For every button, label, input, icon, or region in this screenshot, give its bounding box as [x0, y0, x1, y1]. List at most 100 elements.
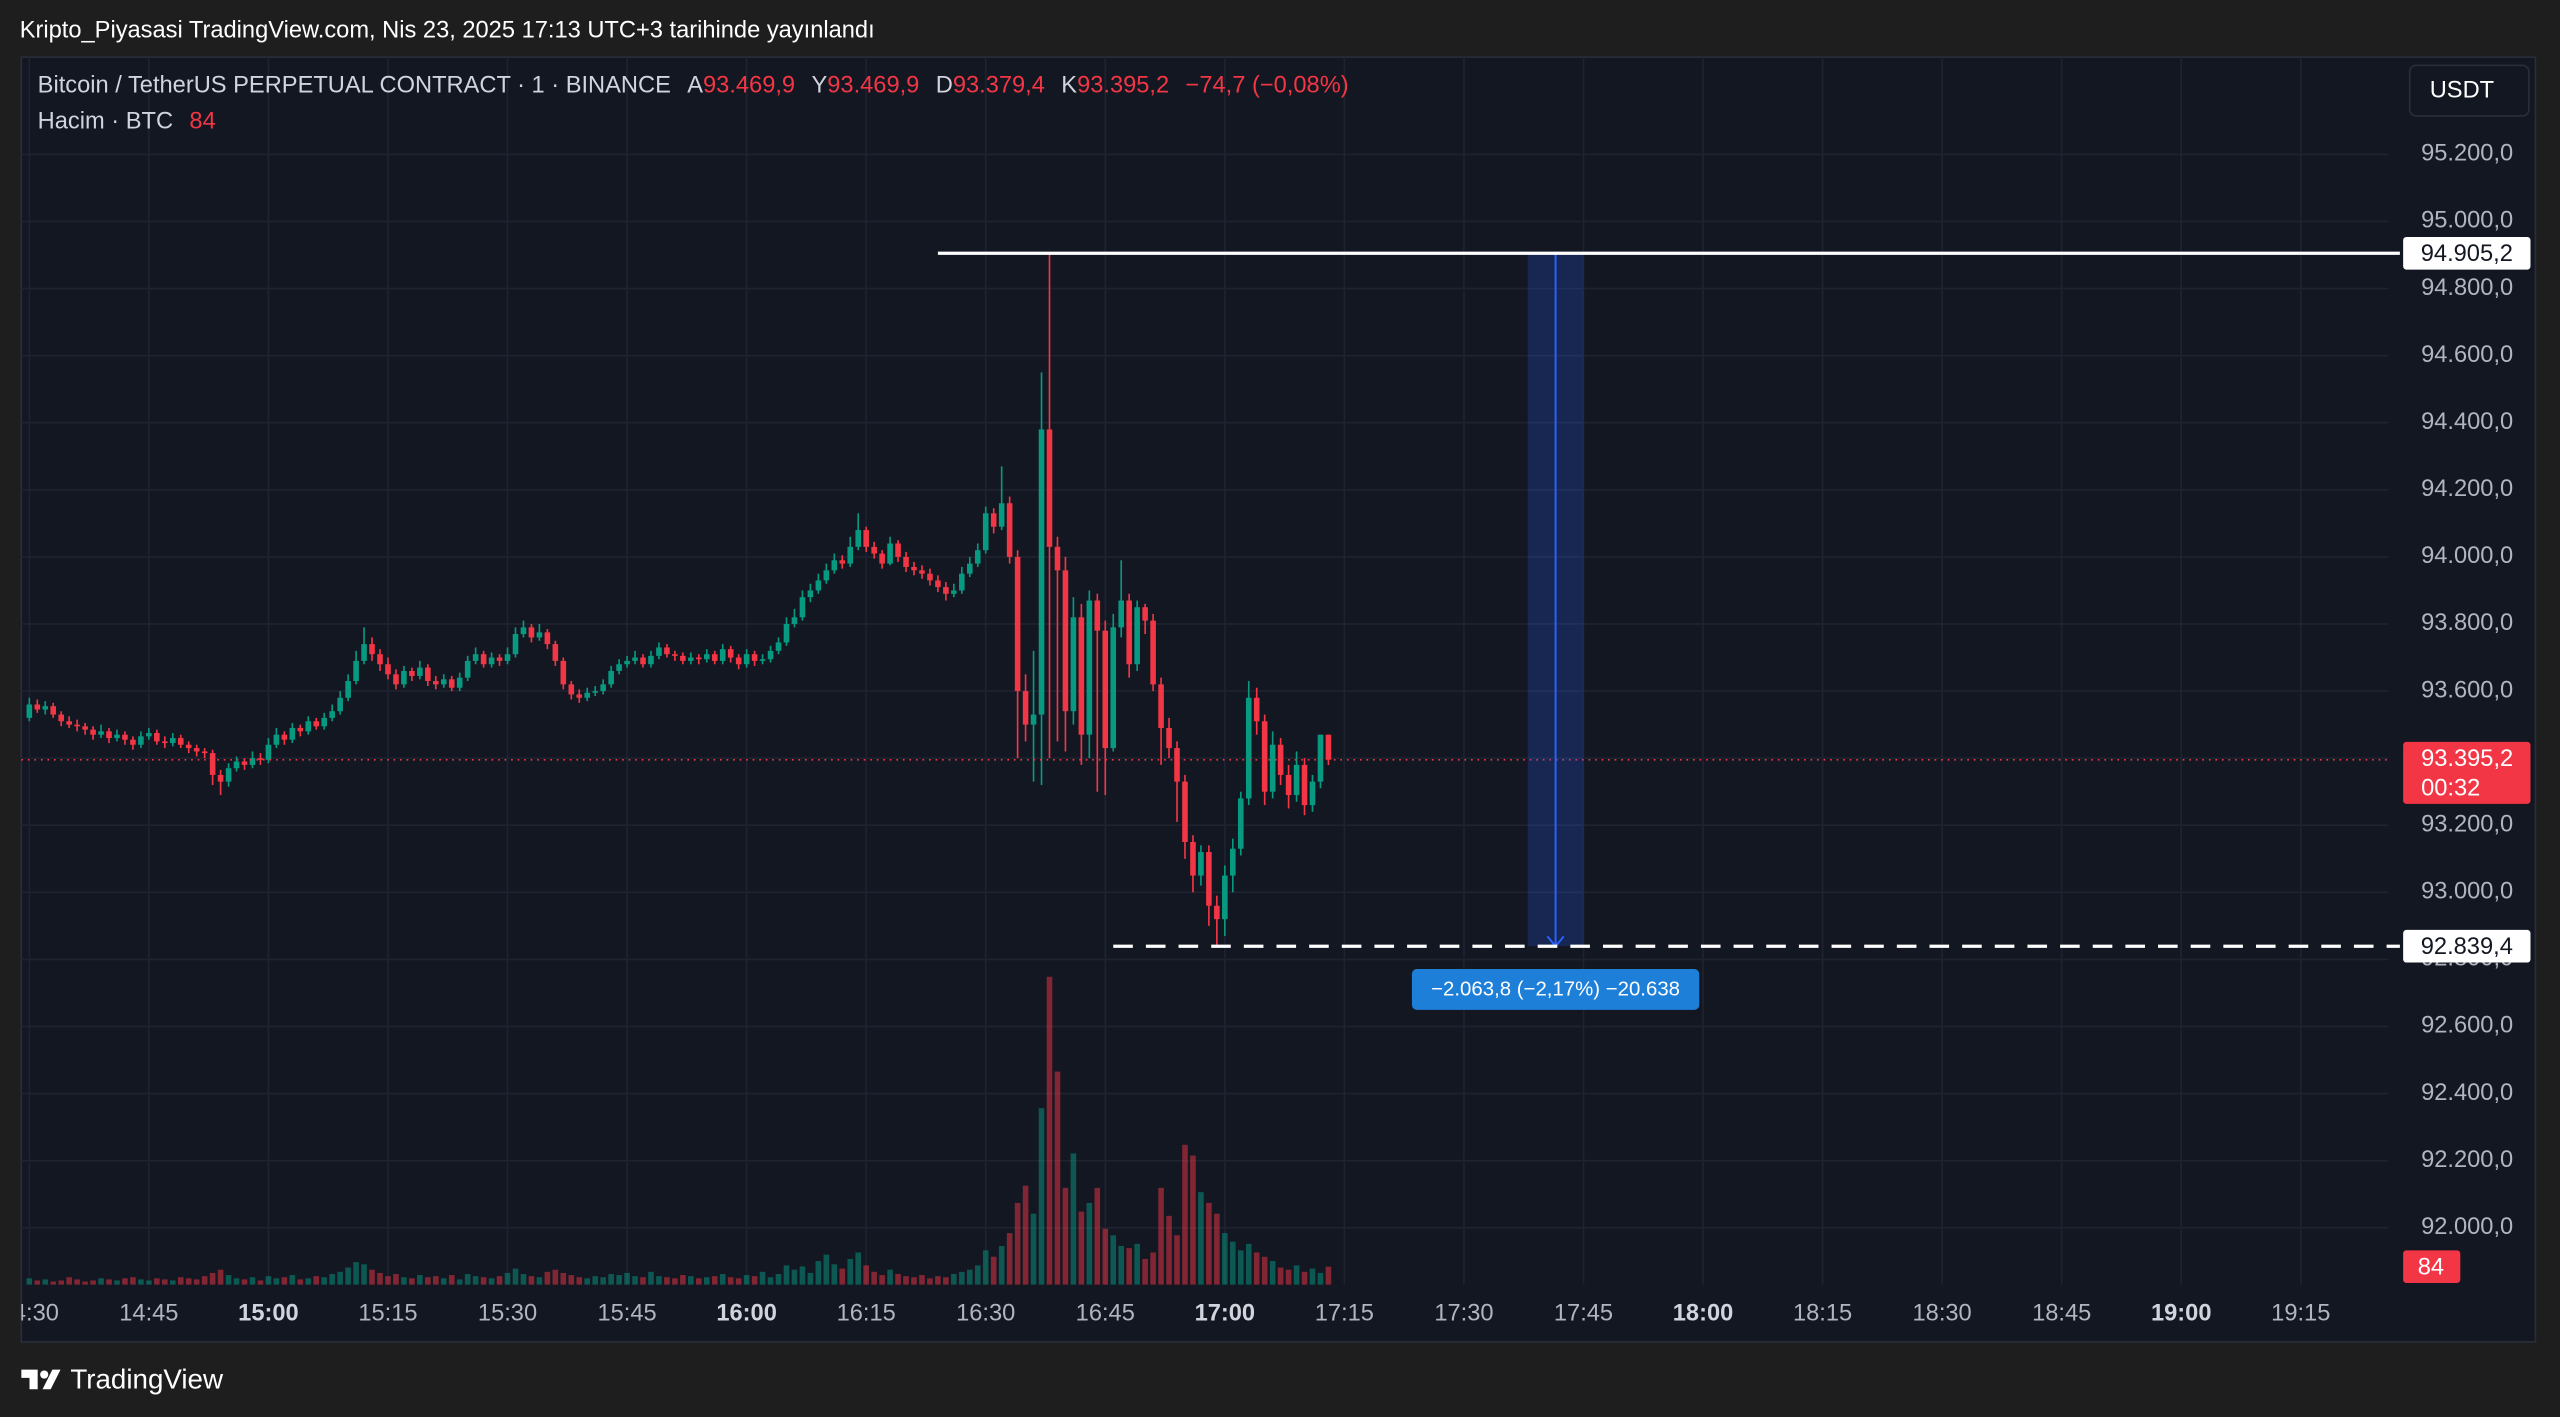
candle-body [448, 679, 455, 688]
candle-body [440, 679, 447, 685]
volume-bar [1134, 1243, 1140, 1285]
candle-body [648, 655, 654, 665]
candle-body [1198, 852, 1204, 876]
volume-bar [504, 1272, 511, 1285]
volume-bar [855, 1252, 861, 1285]
candle-body [735, 657, 742, 665]
volume-bar [209, 1272, 216, 1285]
volume-bar [1285, 1269, 1292, 1285]
volume-bar [122, 1278, 128, 1285]
volume-bar [791, 1269, 798, 1285]
candle-body [393, 674, 399, 685]
x-tick-label: 15:30 [478, 1300, 537, 1326]
candle-body [1078, 617, 1085, 735]
y-tick-label: 93.600,0 [2421, 677, 2513, 703]
candle-body [225, 768, 232, 782]
volume-bar [1301, 1271, 1308, 1285]
volume-bar [456, 1279, 463, 1285]
x-tick-label: 17:45 [1554, 1300, 1613, 1326]
candle-body [1269, 744, 1276, 792]
candle-body [1118, 600, 1125, 628]
ohlc-key: K [1061, 73, 1077, 99]
volume-bar [919, 1275, 925, 1285]
x-tick-label: 18:45 [2032, 1300, 2091, 1326]
candle-body [520, 627, 527, 635]
x-tick-label: 16:45 [1076, 1300, 1135, 1326]
time-axis: 14:30 14:45 15:00 15:15 15:30 15:45 16:00 16:15… [21, 1300, 2330, 1326]
candle-body [106, 731, 112, 739]
candle-body [297, 727, 304, 732]
logo-part [42, 1369, 61, 1390]
candle-body [177, 738, 184, 745]
candle-body [982, 513, 989, 551]
x-tick-label: 18:30 [1913, 1300, 1972, 1326]
x-tick-label: 16:00 [716, 1300, 777, 1326]
volume-bar [951, 1273, 957, 1285]
volume-bar [401, 1277, 407, 1285]
candle-body [185, 744, 192, 749]
volume-bar [735, 1278, 742, 1285]
y-tick-label: 92.600,0 [2421, 1013, 2513, 1039]
candle-body [146, 733, 152, 737]
candle-body [1014, 556, 1021, 692]
candle-body [951, 590, 957, 594]
candle-body [799, 597, 806, 618]
currency-button[interactable] [2408, 64, 2530, 117]
candle-body [377, 654, 383, 665]
candle-body [943, 587, 949, 594]
volume-bar [1102, 1228, 1109, 1285]
volume-bar [584, 1278, 591, 1285]
candle-body [1285, 774, 1292, 796]
candle-body [512, 634, 519, 655]
candle-body [871, 546, 877, 554]
volume-bar [425, 1277, 431, 1285]
volume-bar [982, 1250, 989, 1285]
volume-bar [1158, 1187, 1164, 1285]
volume-bar [688, 1276, 694, 1285]
volume-bar [1174, 1235, 1180, 1285]
brand-logo [21, 1369, 61, 1390]
y-tick-label: 92.000,0 [2421, 1214, 2513, 1240]
volume-bar [66, 1277, 72, 1285]
volume-bar [114, 1280, 120, 1285]
candle-body [1182, 781, 1188, 843]
volume-bar [759, 1271, 766, 1285]
volume-bar [536, 1277, 543, 1285]
volume-bar [1030, 1213, 1037, 1285]
y-tick-label: 94.600,0 [2421, 342, 2513, 368]
candle-body [608, 670, 614, 685]
candle-body [1102, 630, 1109, 749]
volume-bar [185, 1278, 192, 1285]
volume-bar [560, 1272, 567, 1285]
ohlc-key: D [936, 73, 953, 99]
volume-bar [815, 1261, 822, 1285]
candle-body [385, 664, 391, 675]
candle-body [855, 530, 861, 547]
countdown: 00:32 [2421, 775, 2480, 801]
volume-bar [98, 1278, 104, 1285]
candle-body [1317, 734, 1324, 782]
volume-bar [632, 1276, 638, 1285]
volume-bar [990, 1256, 997, 1285]
candle-body [1038, 429, 1045, 715]
candle-body [1309, 781, 1316, 806]
candle-body [927, 573, 933, 581]
candle-body [815, 580, 822, 591]
volume-bar [624, 1272, 630, 1285]
volume-bar [1245, 1243, 1252, 1285]
volume-bar [241, 1279, 248, 1285]
candle-body [289, 727, 296, 740]
ohlc-key: A [687, 73, 703, 99]
volume-bar [871, 1271, 877, 1285]
candle-body [903, 556, 909, 567]
volume-bar [488, 1278, 495, 1285]
currency-label[interactable]: USDT [2430, 78, 2494, 104]
volume-bar [512, 1268, 519, 1285]
candle-body [719, 649, 726, 661]
volume-bar [767, 1277, 774, 1285]
volume-bar [154, 1278, 160, 1285]
y-tick-label: 92.200,0 [2421, 1147, 2513, 1173]
volume-bar [1253, 1252, 1260, 1285]
volume-bar [1022, 1185, 1029, 1285]
candle-body [281, 734, 288, 740]
